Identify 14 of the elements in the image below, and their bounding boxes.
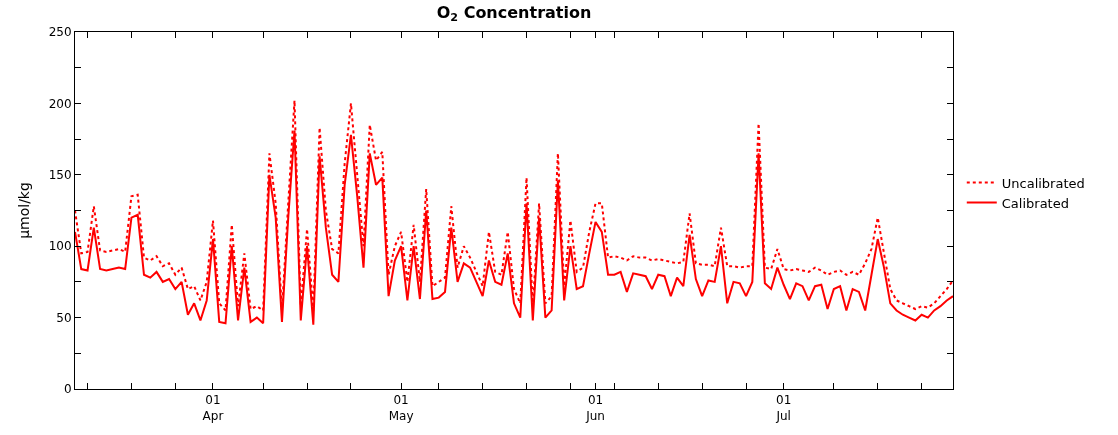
legend-label: Uncalibrated <box>1001 175 1085 191</box>
y-tick-label: 0 <box>63 382 72 397</box>
y-tick-label: 250 <box>48 25 72 40</box>
x-tick-label: 01 May <box>388 393 414 423</box>
y-tick-label: 150 <box>48 168 72 182</box>
legend-label: Calibrated <box>1001 195 1069 211</box>
x-tick-label: 01 Jun <box>585 393 605 423</box>
x-tick-label: 01 Jul <box>775 393 792 423</box>
y-tick-label: 200 <box>48 96 72 111</box>
y-axis-title: μmol/kg <box>16 182 33 239</box>
y-tick-label: 50 <box>56 310 72 325</box>
x-tick-label: 01 Apr <box>202 393 224 423</box>
chart-title: O$_{2}$ Concentration <box>436 2 592 25</box>
y-tick-label: 100 <box>48 239 72 254</box>
